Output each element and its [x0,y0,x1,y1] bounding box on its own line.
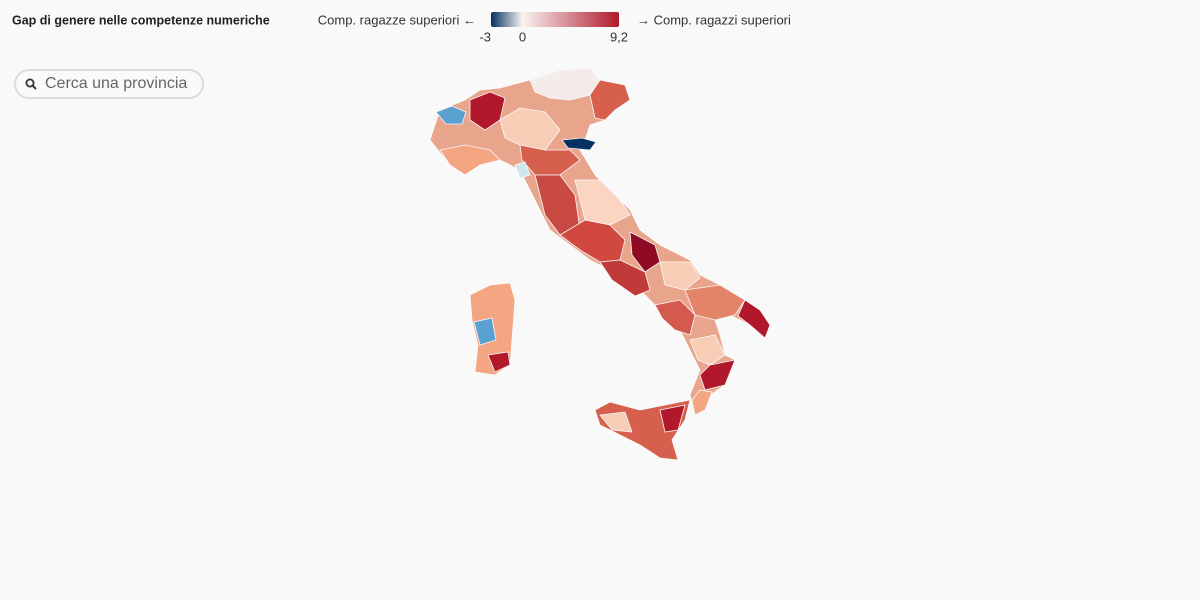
region [629,231,661,273]
legend-left-label: Comp. ragazze superiori ← [318,12,476,27]
region [659,261,701,291]
title: Gap di genere nelle competenze numeriche [12,13,270,27]
legend-tick-label: -3 [479,29,491,44]
search-icon [25,78,37,90]
region [487,351,511,373]
region [654,299,696,336]
region [659,404,686,433]
region [559,219,626,263]
region [473,317,497,346]
region [599,411,633,433]
legend-tick-label: 9,2 [610,29,628,44]
legend-right-label: → Comp. ragazzi superiori [637,12,791,27]
legend-gradient [491,12,619,27]
region [435,105,467,125]
region [599,259,651,297]
region [514,161,531,179]
region [691,389,713,416]
region [699,359,736,391]
region [689,334,726,366]
region [589,79,631,121]
region [561,137,597,151]
region [499,107,561,151]
map [429,67,771,461]
region [439,144,501,176]
legend-tick-label: 0 [519,29,526,44]
search-box[interactable]: Cerca una provincia [14,69,204,99]
region [737,299,771,339]
search-placeholder[interactable]: Cerca una provincia [45,75,188,92]
